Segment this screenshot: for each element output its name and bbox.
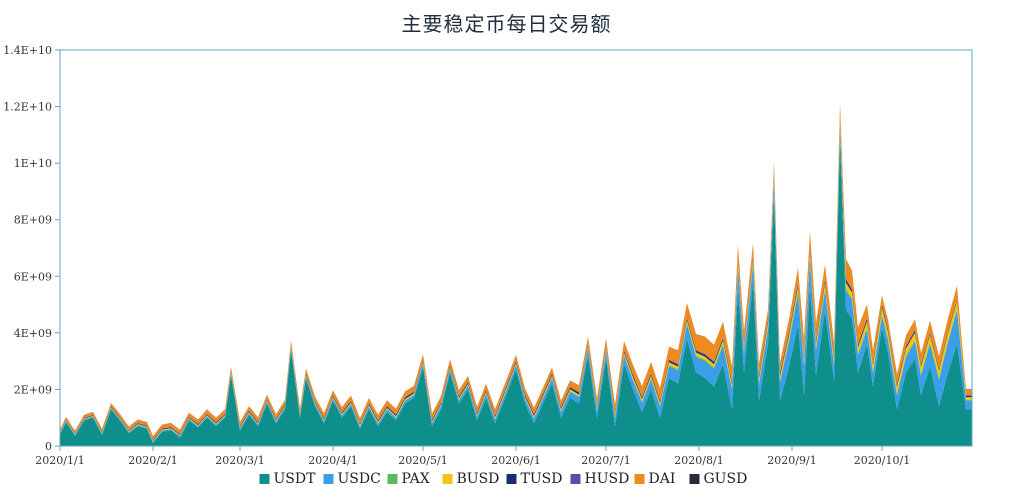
- x-tick-label: 2020/6/1: [491, 454, 540, 467]
- legend-swatch-pax: [387, 474, 398, 484]
- x-tick-label: 2020/1/1: [35, 454, 84, 467]
- x-tick-label: 2020/4/1: [308, 454, 357, 467]
- y-tick-label: 4E+09: [14, 327, 52, 340]
- x-tick-label: 2020/7/1: [581, 454, 630, 467]
- legend-swatch-husd: [570, 474, 581, 484]
- chart-title: 主要稳定币每日交易额: [401, 12, 612, 36]
- x-tick-label: 2020/2/1: [128, 454, 177, 467]
- y-tick-label: 6E+09: [14, 270, 52, 283]
- legend-label-husd: HUSD: [585, 471, 630, 487]
- x-tick-label: 2020/3/1: [215, 454, 264, 467]
- legend-label-busd: BUSD: [457, 471, 500, 487]
- x-tick-label: 2020/5/1: [398, 454, 447, 467]
- y-tick-label: 8E+09: [14, 214, 52, 227]
- legend-label-dai: DAI: [649, 471, 676, 487]
- legend-label-pax: PAX: [402, 471, 430, 487]
- legend-swatch-usdt: [259, 474, 270, 484]
- legend-label-usdt: USDT: [274, 471, 317, 487]
- y-tick-label: 1E+10: [14, 157, 52, 170]
- legend-swatch-gusd: [689, 474, 700, 484]
- y-tick-label: 1.2E+10: [3, 101, 52, 114]
- legend-swatch-busd: [442, 474, 453, 484]
- legend-swatch-tusd: [506, 474, 517, 484]
- legend-label-gusd: GUSD: [704, 471, 748, 487]
- legend-swatch-usdc: [323, 474, 334, 484]
- x-tick-label: 2020/8/1: [674, 454, 723, 467]
- legend-label-tusd: TUSD: [521, 471, 563, 487]
- y-tick-label: 0: [45, 440, 52, 453]
- legend-label-usdc: USDC: [338, 471, 381, 487]
- legend-swatch-dai: [634, 474, 645, 484]
- x-tick-label: 2020/9/1: [767, 454, 816, 467]
- y-tick-label: 2E+09: [14, 383, 52, 396]
- area-usdt: [60, 137, 972, 446]
- area-usdc: [60, 126, 972, 444]
- x-tick-label: 2020/10/1: [854, 454, 910, 467]
- y-tick-label: 1.4E+10: [3, 44, 52, 57]
